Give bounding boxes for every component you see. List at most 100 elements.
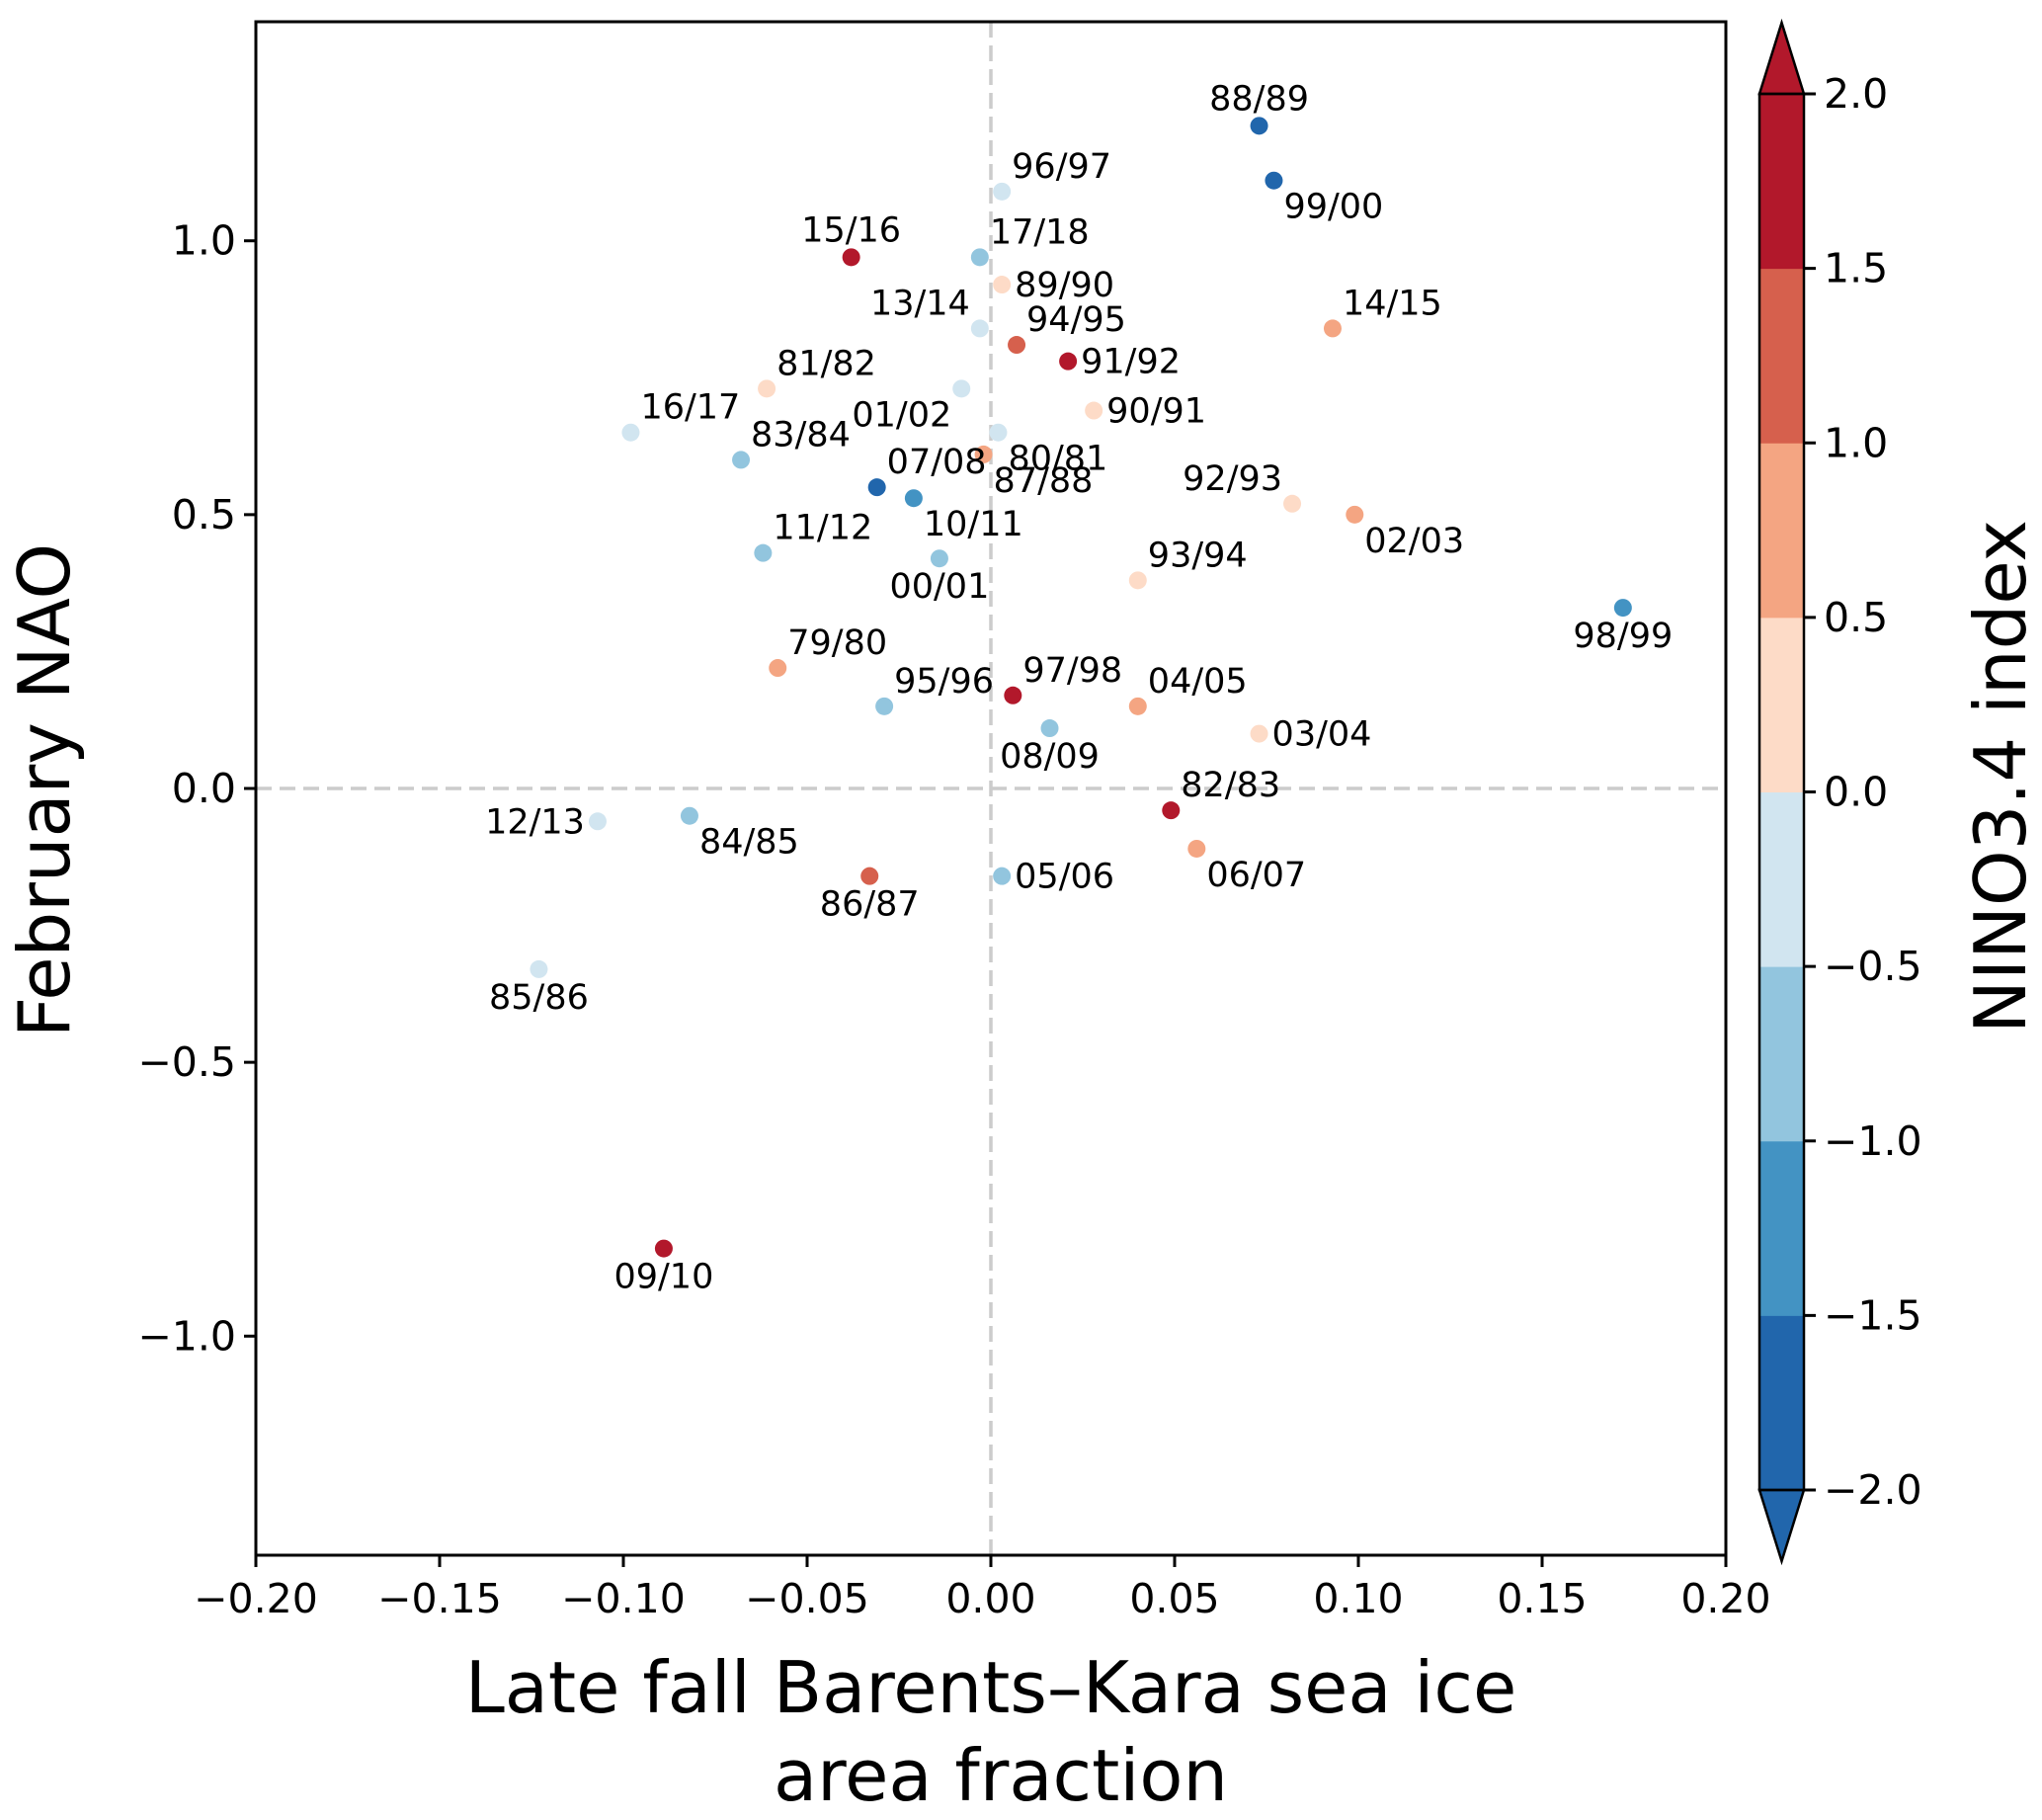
point-label: 81/82 <box>776 344 876 383</box>
point-label: 02/03 <box>1364 522 1464 561</box>
scatter-point <box>860 867 879 885</box>
x-axis-title-line-1: Late fall Barents–Kara sea ice <box>465 1646 1517 1729</box>
scatter-point <box>970 248 989 267</box>
point-label: 87/88 <box>994 461 1094 501</box>
scatter-point <box>1613 599 1632 618</box>
scatter-point <box>1323 319 1342 338</box>
x-tick-label: −0.05 <box>745 1575 869 1622</box>
colorbar-tick-label: 1.0 <box>1824 419 1888 466</box>
x-tick-label: −0.10 <box>561 1575 686 1622</box>
point-label: 04/05 <box>1148 662 1248 702</box>
scatter-point <box>867 478 886 497</box>
x-axis: −0.20 −0.15 −0.10 −0.05 0.00 0.05 0.10 0.15 0.20 <box>194 1555 1771 1622</box>
scatter-point <box>758 379 776 398</box>
y-tick-label: −1.0 <box>137 1312 236 1360</box>
scatter-point <box>952 379 971 398</box>
point-label: 13/14 <box>870 284 970 323</box>
scatter-point <box>993 182 1012 201</box>
scatter-point <box>974 445 993 463</box>
point-label: 83/84 <box>751 415 851 455</box>
point-label: 85/86 <box>489 978 589 1018</box>
point-label: 93/94 <box>1148 536 1248 575</box>
point-label: 90/91 <box>1106 392 1206 432</box>
scatter-point <box>1187 839 1206 858</box>
point-label: 17/18 <box>990 212 1090 252</box>
scatter-point <box>588 812 607 831</box>
point-label: 89/90 <box>1015 266 1114 305</box>
data-points <box>530 117 1632 1258</box>
colorbar-tick-label: −0.5 <box>1824 943 1922 990</box>
point-label: 08/09 <box>1000 737 1100 777</box>
x-tick-label: 0.10 <box>1313 1575 1403 1622</box>
colorbar-segment <box>1759 94 1804 270</box>
scatter-point <box>654 1239 673 1258</box>
point-label: 00/01 <box>889 567 989 607</box>
colorbar-segment <box>1759 268 1804 444</box>
x-tick-label: −0.15 <box>377 1575 502 1622</box>
point-labels: 88/89 99/00 96/97 15/16 17/18 89/90 13/14 94/95… <box>485 79 1673 1296</box>
point-label: 92/93 <box>1183 459 1282 499</box>
colorbar-segment <box>1759 617 1804 792</box>
colorbar-segment <box>1759 791 1804 967</box>
colorbar-tick-label: −1.0 <box>1824 1117 1922 1165</box>
y-tick-label: 0.0 <box>172 765 236 812</box>
point-label: 96/97 <box>1012 147 1111 187</box>
scatter-point <box>732 451 751 469</box>
point-label: 91/92 <box>1081 343 1181 382</box>
scatter-point <box>1008 336 1026 355</box>
scatter-point <box>989 423 1008 442</box>
scatter-point <box>1346 505 1364 524</box>
point-label: 14/15 <box>1343 284 1442 323</box>
colorbar-segment <box>1759 1140 1804 1316</box>
x-axis-title-line-2: area fraction <box>774 1734 1228 1817</box>
x-tick-label: 0.15 <box>1497 1575 1587 1622</box>
colorbar-title: NINO3.4 index <box>1959 520 2042 1034</box>
scatter-point <box>1283 494 1302 513</box>
scatter-point <box>754 543 773 562</box>
scatter-point <box>621 423 640 442</box>
scatter-point <box>1128 571 1147 590</box>
colorbar-segment <box>1759 966 1804 1142</box>
point-label: 84/85 <box>699 823 799 863</box>
scatter-point <box>1250 724 1268 743</box>
scatter-point <box>970 319 989 338</box>
point-label: 05/06 <box>1015 858 1114 897</box>
point-label: 15/16 <box>801 210 901 250</box>
scatter-point <box>1162 801 1181 820</box>
colorbar-tick-label: −2.0 <box>1824 1466 1922 1514</box>
point-label: 82/83 <box>1181 766 1280 805</box>
x-tick-label: 0.00 <box>945 1575 1035 1622</box>
scatter-point <box>842 248 860 267</box>
y-tick-label: 0.5 <box>172 491 236 538</box>
colorbar-tick-label: −1.5 <box>1824 1291 1922 1339</box>
point-label: 79/80 <box>787 623 887 663</box>
colorbar-tick-label: 0.0 <box>1824 769 1888 816</box>
y-axis-title: February NAO <box>3 543 86 1037</box>
point-label: 80/81 <box>1008 440 1107 479</box>
point-label: 86/87 <box>820 885 920 925</box>
colorbar-tick-label: 1.5 <box>1824 245 1888 292</box>
x-tick-label: 0.05 <box>1129 1575 1219 1622</box>
scatter-point <box>1059 352 1078 371</box>
scatter-point <box>993 276 1012 294</box>
x-tick-label: −0.20 <box>194 1575 318 1622</box>
scatter-point <box>1250 117 1268 135</box>
scatter-point <box>1265 171 1283 190</box>
point-label: 88/89 <box>1209 79 1309 119</box>
colorbar-tick-label: 0.5 <box>1824 594 1888 641</box>
x-tick-label: 0.20 <box>1680 1575 1770 1622</box>
point-label: 07/08 <box>887 443 987 482</box>
scatter-point <box>930 549 948 568</box>
point-label: 97/98 <box>1022 651 1122 691</box>
point-label: 95/96 <box>894 662 994 702</box>
y-tick-label: −0.5 <box>137 1038 236 1086</box>
scatter-point <box>769 659 787 678</box>
scatter-point <box>1085 401 1103 420</box>
scatter-point <box>680 806 698 825</box>
scatter-point <box>904 489 923 508</box>
scatter-point <box>1128 697 1147 715</box>
point-label: 09/10 <box>613 1258 713 1297</box>
point-label: 94/95 <box>1026 300 1126 340</box>
